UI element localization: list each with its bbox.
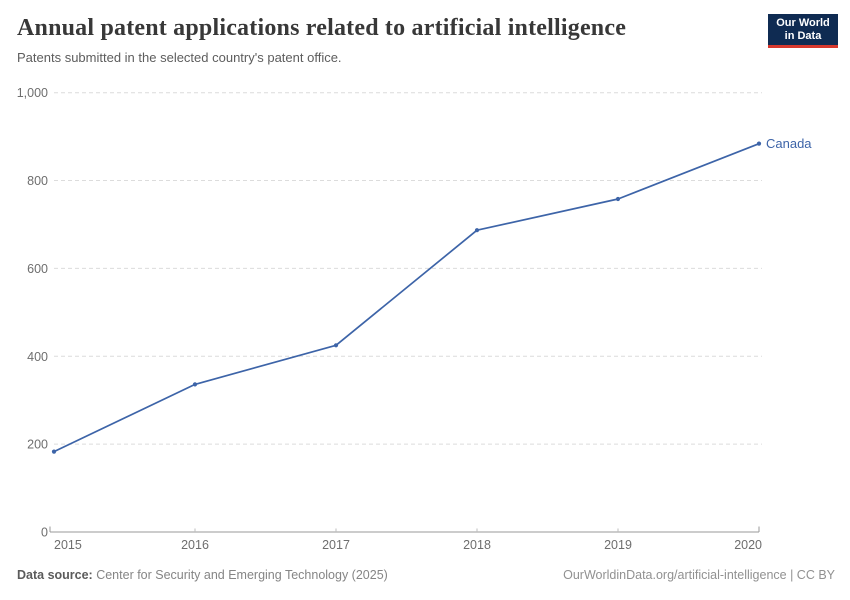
chart-footer: Data source: Center for Security and Eme… (17, 568, 835, 582)
owid-logo-line2: in Data (784, 29, 822, 42)
data-point (333, 343, 339, 348)
y-axis-tick-label: 0 (41, 526, 48, 540)
data-source-text: Center for Security and Emerging Technol… (92, 568, 388, 582)
y-axis-tick-label: 1,000 (17, 86, 48, 100)
credit-link[interactable]: OurWorldinData.org/artificial-intelligen… (563, 568, 835, 582)
x-axis-tick-label: 2015 (54, 538, 82, 552)
x-axis-tick-label: 2020 (734, 538, 762, 552)
y-axis-tick-label: 800 (27, 174, 48, 188)
y-axis-tick-label: 400 (27, 350, 48, 364)
x-axis-tick-label: 2019 (604, 538, 632, 552)
owid-logo[interactable]: Our World in Data (768, 14, 838, 48)
data-source: Data source: Center for Security and Eme… (17, 568, 388, 582)
data-line-canada (53, 142, 760, 453)
data-point (615, 196, 621, 202)
y-axis-tick-label: 600 (27, 262, 48, 276)
data-point (474, 228, 480, 233)
x-axis-tick-label: 2017 (322, 538, 350, 552)
data-point (192, 382, 198, 387)
data-point (51, 449, 57, 454)
chart-title: Annual patent applications related to ar… (17, 15, 627, 41)
chart-subtitle: Patents submitted in the selected countr… (17, 50, 342, 65)
y-axis-tick-label: 200 (27, 438, 48, 452)
x-axis-tick-label: 2018 (463, 538, 491, 552)
owid-logo-line1: Our World (776, 17, 830, 29)
data-point (756, 141, 762, 146)
x-axis-tick-label: 2016 (181, 538, 209, 552)
series-label-canada: Canada (766, 136, 812, 151)
data-source-label: Data source: (17, 568, 93, 582)
